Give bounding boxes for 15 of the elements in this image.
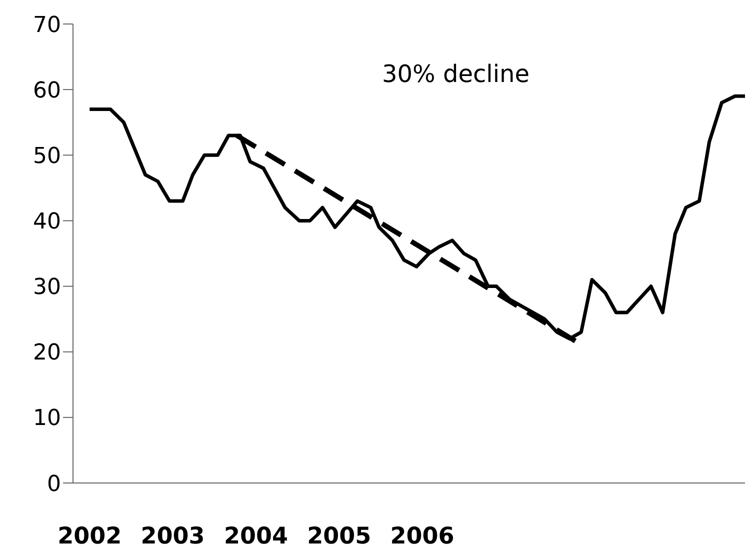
y-tick-label: 10 — [33, 406, 61, 432]
x-tick-label: 2005 — [307, 523, 372, 550]
y-tick-label: 70 — [33, 12, 61, 38]
x-tick-label: 2003 — [140, 523, 205, 550]
annotation: 30% decline — [382, 60, 530, 88]
y-tick-label: 0 — [47, 472, 61, 497]
y-tick-label: 30 — [33, 275, 61, 300]
y-tick-label: 40 — [33, 210, 61, 235]
line-series — [88, 94, 745, 340]
y-tick-label: 20 — [33, 340, 61, 366]
x-tick-label: 2004 — [224, 523, 288, 550]
y-tick-label: 60 — [33, 78, 61, 104]
y-tick-label: 50 — [33, 144, 61, 169]
x-tick-label: 2006 — [390, 523, 454, 550]
x-tick-label: 2002 — [58, 523, 122, 550]
